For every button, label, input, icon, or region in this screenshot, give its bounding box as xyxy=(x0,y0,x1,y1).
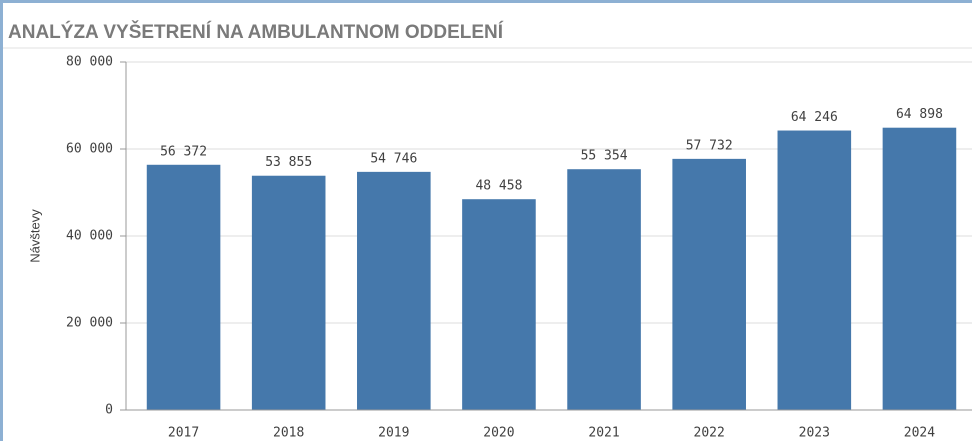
bar xyxy=(146,164,221,410)
x-tick-label: 2023 xyxy=(799,426,830,441)
x-tick-label: 2017 xyxy=(168,426,199,441)
bar xyxy=(672,158,746,410)
data-label: 54 746 xyxy=(370,151,417,166)
data-label: 48 458 xyxy=(475,179,522,194)
bar xyxy=(462,199,536,410)
bar xyxy=(777,130,852,410)
data-label: 57 732 xyxy=(686,138,733,153)
x-tick-label: 2024 xyxy=(904,426,935,441)
bar xyxy=(251,175,326,410)
x-tick-label: 2018 xyxy=(273,426,304,441)
y-tick-label: 0 xyxy=(105,403,113,418)
x-tick-label: 2020 xyxy=(483,426,514,441)
data-label: 56 372 xyxy=(160,144,207,159)
y-tick-label: 80 000 xyxy=(66,55,113,70)
data-label: 55 354 xyxy=(581,149,628,164)
data-label: 64 246 xyxy=(791,110,838,125)
bar xyxy=(357,171,431,410)
x-tick-label: 2019 xyxy=(378,426,409,441)
x-tick-label: 2021 xyxy=(588,426,619,441)
data-label: 53 855 xyxy=(265,155,312,170)
chart-title: ANALÝZA VYŠETRENÍ NA AMBULANTNOM ODDELEN… xyxy=(8,21,504,43)
data-label: 64 898 xyxy=(896,107,943,122)
y-tick-label: 40 000 xyxy=(66,229,113,244)
bar xyxy=(882,127,957,411)
bar xyxy=(567,169,641,410)
y-tick-label: 20 000 xyxy=(66,316,113,331)
y-tick-label: 60 000 xyxy=(66,142,113,157)
x-tick-label: 2022 xyxy=(694,426,725,441)
y-axis-title: Návštevy xyxy=(27,209,42,263)
